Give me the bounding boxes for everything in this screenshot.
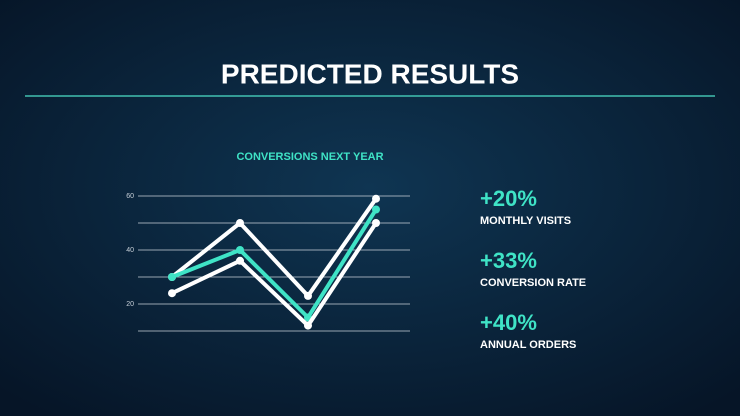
data-point	[372, 205, 380, 214]
stat-label: CONVERSION RATE	[480, 277, 586, 289]
y-tick-label: 60	[126, 193, 134, 200]
data-point	[304, 321, 312, 330]
data-point	[236, 219, 244, 227]
data-point	[236, 246, 244, 254]
stat-value: +40%	[480, 310, 537, 335]
y-tick-label: 20	[126, 301, 134, 308]
data-point	[372, 194, 380, 203]
y-tick-label: 40	[126, 247, 134, 254]
series-line	[171, 221, 378, 329]
stat-value: +20%	[480, 186, 537, 211]
slide-title: PREDICTED RESULTS	[221, 58, 519, 89]
stat-value: +33%	[480, 248, 537, 273]
chart-title: CONVERSIONS NEXT YEAR	[236, 151, 383, 163]
data-point	[236, 256, 244, 265]
stat-label: MONTHLY VISITS	[480, 215, 571, 227]
data-point	[372, 219, 380, 227]
data-point	[304, 291, 312, 300]
data-point	[168, 289, 176, 298]
series-line	[170, 197, 378, 300]
stat-label: ANNUAL ORDERS	[480, 339, 576, 351]
data-point	[168, 273, 176, 281]
series-line	[171, 208, 378, 321]
